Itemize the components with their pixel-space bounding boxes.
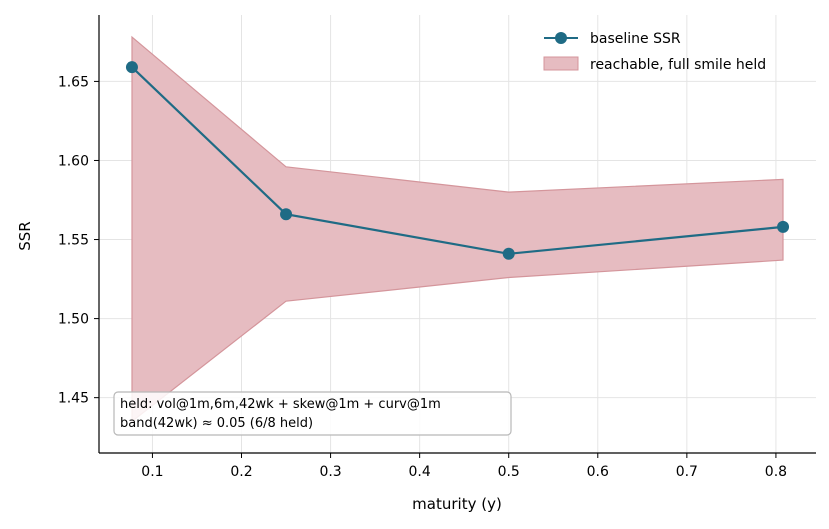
legend-swatch-band (543, 56, 579, 71)
y-tick-label-0: 1.45 (58, 391, 89, 407)
x-tick-label-3: 0.4 (409, 464, 431, 480)
y-tick-label-2: 1.55 (58, 233, 89, 249)
annotation-line-1: held: vol@1m,6m,42wk + skew@1m + curv@1m (120, 397, 441, 412)
legend: baseline SSR reachable, full smile held (543, 31, 766, 73)
series-line-0 (131, 66, 784, 255)
x-axis-title: maturity (y) (412, 495, 502, 513)
x-tick-label-5: 0.6 (587, 464, 609, 480)
x-tick-label-2: 0.3 (319, 464, 341, 480)
legend-marker-baseline (555, 32, 567, 44)
data-point-0-1 (280, 208, 293, 221)
x-tick-label-0: 0.1 (141, 464, 163, 480)
axes (98, 15, 816, 454)
annotation-line-2: band(42wk) ≈ 0.05 (6/8 held) (120, 416, 313, 431)
annotation-box: held: vol@1m,6m,42wk + skew@1m + curv@1m… (113, 391, 512, 436)
series-layer (125, 61, 790, 260)
x-tick-label-4: 0.5 (498, 464, 520, 480)
band-layer (131, 35, 784, 423)
legend-label-baseline: baseline SSR (590, 31, 681, 47)
y-tick-label-3: 1.60 (58, 153, 89, 169)
x-tick-label-1: 0.2 (230, 464, 252, 480)
annotation-frame (113, 391, 512, 436)
data-point-0-0 (125, 61, 138, 74)
data-point-0-2 (502, 247, 515, 260)
x-tick-label-7: 0.8 (765, 464, 787, 480)
band-area-0 (131, 35, 784, 423)
ticks: 0.1 0.2 0.3 0.4 0.5 0.6 0.7 0.8 1.45 1.50 1.55 1.60… (58, 74, 787, 480)
x-tick-label-6: 0.7 (676, 464, 698, 480)
legend-label-band: reachable, full smile held (590, 57, 766, 73)
y-tick-label-4: 1.65 (58, 74, 89, 90)
y-tick-label-1: 1.50 (58, 312, 89, 328)
y-axis-title: SSR (16, 221, 34, 250)
data-point-0-3 (777, 220, 790, 233)
